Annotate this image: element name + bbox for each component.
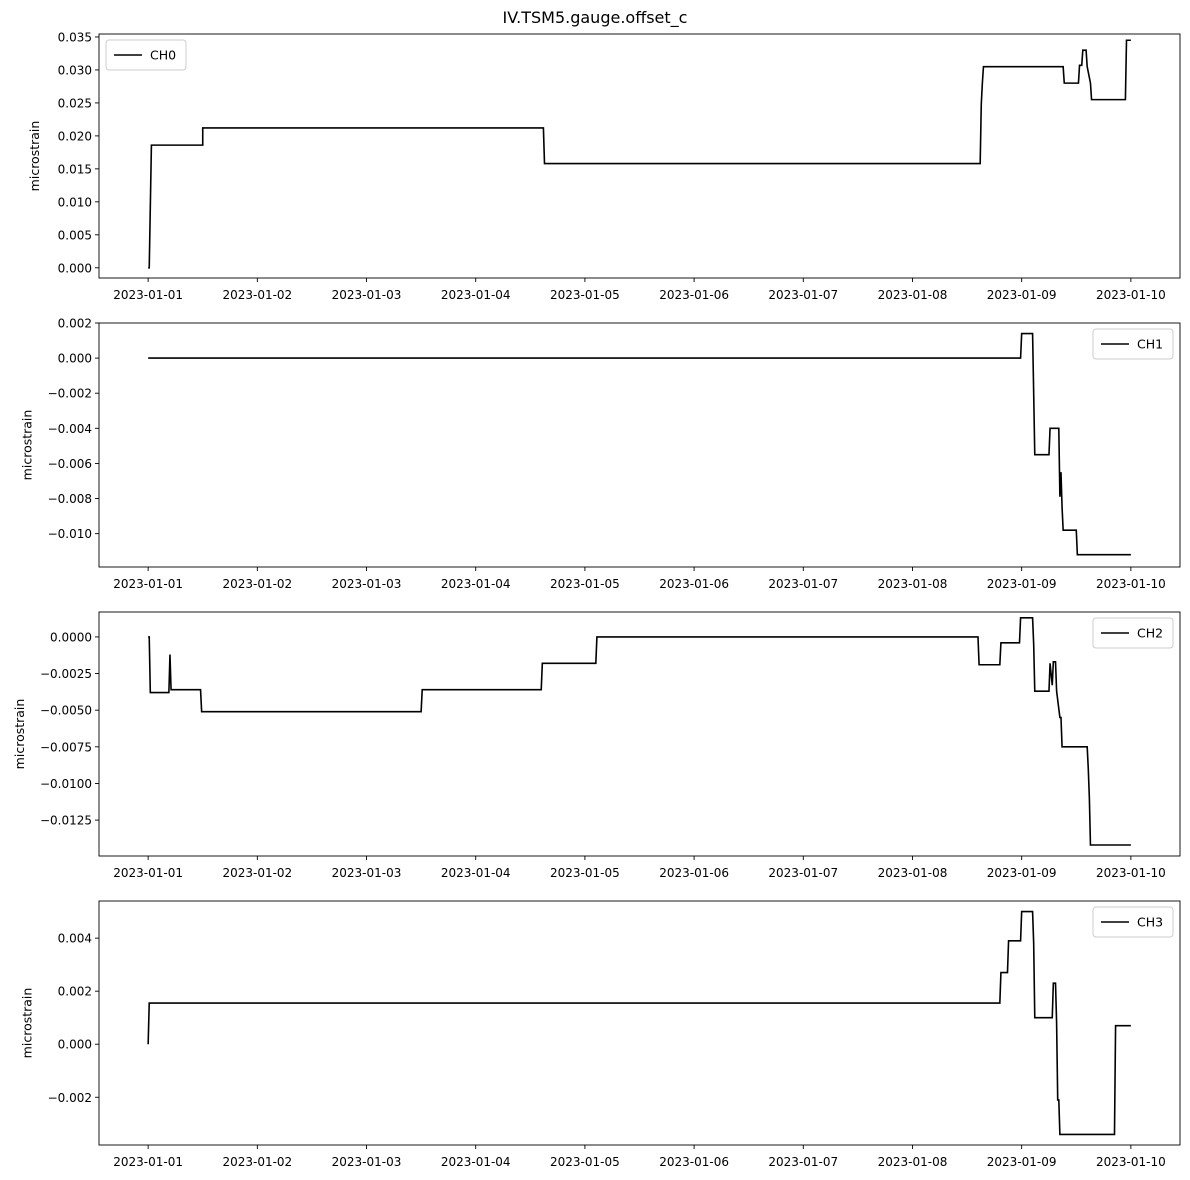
legend-label: CH0 <box>150 48 176 63</box>
legend-label: CH3 <box>1137 915 1163 930</box>
x-tick-label: 2023-01-04 <box>441 577 511 591</box>
x-tick-label: 2023-01-07 <box>768 577 838 591</box>
y-tick-label: −0.006 <box>48 457 92 471</box>
x-tick-label: 2023-01-10 <box>1096 577 1166 591</box>
y-tick-label: −0.0050 <box>40 704 92 718</box>
y-tick-label: −0.0100 <box>40 777 92 791</box>
x-tick-label: 2023-01-08 <box>878 866 948 880</box>
y-axis-label: microstrain <box>27 121 42 192</box>
y-tick-label: 0.002 <box>58 317 92 331</box>
panel-ch1: 2023-01-01 2023-01-02 2023-01-03 2023-01-04… <box>19 317 1181 591</box>
x-tick-label: 2023-01-05 <box>550 288 620 302</box>
y-tick-label: −0.004 <box>48 422 92 436</box>
panel-ch0: 2023-01-01 2023-01-02 2023-01-03 2023-01-04… <box>27 30 1181 302</box>
legend: CH1 <box>1092 328 1174 360</box>
x-tick-label: 2023-01-10 <box>1096 288 1166 302</box>
legend: CH3 <box>1092 906 1174 938</box>
x-tick-label: 2023-01-09 <box>987 577 1057 591</box>
y-axis-label: microstrain <box>19 988 34 1059</box>
series-line-ch2 <box>148 617 1131 846</box>
x-tick-label: 2023-01-03 <box>332 577 402 591</box>
x-tick-label: 2023-01-04 <box>441 1155 511 1169</box>
axes-frame <box>98 900 1181 1146</box>
legend-label: CH1 <box>1137 337 1163 352</box>
x-tick-label: 2023-01-08 <box>878 577 948 591</box>
x-tick-label: 2023-01-07 <box>768 866 838 880</box>
y-tick-label: −0.002 <box>48 387 92 401</box>
x-tick-label: 2023-01-05 <box>550 866 620 880</box>
y-tick-label: 0.002 <box>58 985 92 999</box>
y-tick-label: 0.004 <box>58 932 92 946</box>
x-tick-label: 2023-01-08 <box>878 1155 948 1169</box>
y-tick-label: 0.000 <box>58 261 92 275</box>
y-tick-label: 0.000 <box>58 1038 92 1052</box>
x-tick-label: 2023-01-03 <box>332 288 402 302</box>
y-tick-label: −0.008 <box>48 492 92 506</box>
legend: CH2 <box>1092 617 1174 649</box>
x-tick-label: 2023-01-01 <box>113 288 183 302</box>
y-tick-label: 0.0000 <box>50 630 92 644</box>
y-tick-label: −0.010 <box>48 527 92 541</box>
y-tick-label: 0.025 <box>58 96 92 110</box>
y-tick-label: 0.020 <box>58 129 92 143</box>
legend-box <box>105 39 187 71</box>
figure-title: IV.TSM5.gauge.offset_c <box>503 8 688 28</box>
axes-frame <box>98 33 1181 279</box>
series-line-ch3 <box>147 910 1131 1136</box>
x-tick-label: 2023-01-02 <box>222 288 292 302</box>
y-tick-label: −0.002 <box>48 1091 92 1105</box>
x-tick-label: 2023-01-07 <box>768 288 838 302</box>
y-axis-label: microstrain <box>12 699 27 770</box>
x-tick-label: 2023-01-05 <box>550 577 620 591</box>
x-tick-label: 2023-01-09 <box>987 1155 1057 1169</box>
x-tick-label: 2023-01-10 <box>1096 1155 1166 1169</box>
axes-frame <box>98 322 1181 568</box>
x-tick-label: 2023-01-02 <box>222 1155 292 1169</box>
axes-frame <box>98 611 1181 857</box>
x-tick-label: 2023-01-09 <box>987 866 1057 880</box>
y-tick-label: 0.000 <box>58 352 92 366</box>
x-tick-label: 2023-01-06 <box>659 866 729 880</box>
y-tick-label: −0.0025 <box>40 667 92 681</box>
series-line-ch1 <box>148 332 1131 556</box>
legend-box <box>1092 617 1174 649</box>
legend-box <box>1092 906 1174 938</box>
x-tick-label: 2023-01-01 <box>113 1155 183 1169</box>
panel-ch3: 2023-01-01 2023-01-02 2023-01-03 2023-01-04… <box>19 900 1181 1169</box>
x-tick-label: 2023-01-10 <box>1096 866 1166 880</box>
y-tick-label: 0.015 <box>58 162 92 176</box>
x-tick-label: 2023-01-02 <box>222 866 292 880</box>
x-tick-label: 2023-01-06 <box>659 288 729 302</box>
y-tick-label: −0.0075 <box>40 740 92 754</box>
x-tick-label: 2023-01-09 <box>987 288 1057 302</box>
y-axis-label: microstrain <box>19 410 34 481</box>
panel-ch2: 2023-01-01 2023-01-02 2023-01-03 2023-01-04… <box>12 611 1181 880</box>
x-tick-label: 2023-01-06 <box>659 577 729 591</box>
y-tick-label: 0.030 <box>58 63 92 77</box>
x-tick-label: 2023-01-03 <box>332 1155 402 1169</box>
x-tick-label: 2023-01-03 <box>332 866 402 880</box>
legend: CH0 <box>105 39 187 71</box>
x-tick-label: 2023-01-01 <box>113 866 183 880</box>
legend-box <box>1092 328 1174 360</box>
legend-label: CH2 <box>1137 626 1163 641</box>
x-tick-label: 2023-01-06 <box>659 1155 729 1169</box>
x-tick-label: 2023-01-04 <box>441 866 511 880</box>
x-tick-label: 2023-01-01 <box>113 577 183 591</box>
series-line-ch0 <box>148 39 1131 269</box>
x-tick-label: 2023-01-07 <box>768 1155 838 1169</box>
x-tick-label: 2023-01-08 <box>878 288 948 302</box>
y-tick-label: −0.0125 <box>40 814 92 828</box>
x-tick-label: 2023-01-02 <box>222 577 292 591</box>
y-tick-label: 0.035 <box>58 30 92 44</box>
x-tick-label: 2023-01-05 <box>550 1155 620 1169</box>
chart-panels: 2023-01-01 2023-01-02 2023-01-03 2023-01-04… <box>12 30 1181 1169</box>
y-tick-label: 0.005 <box>58 228 92 242</box>
y-tick-label: 0.010 <box>58 195 92 209</box>
x-tick-label: 2023-01-04 <box>441 288 511 302</box>
